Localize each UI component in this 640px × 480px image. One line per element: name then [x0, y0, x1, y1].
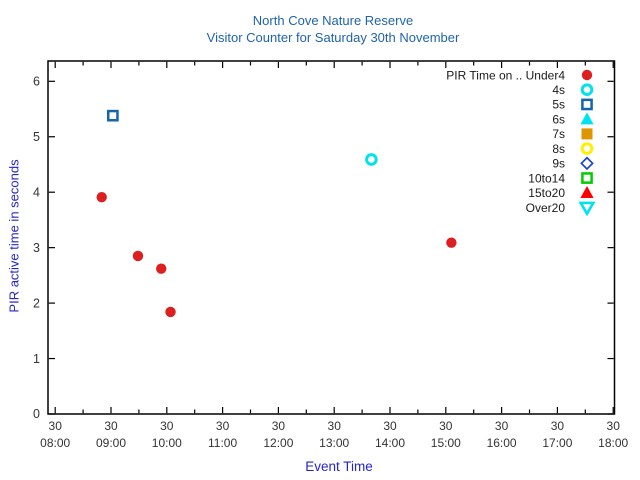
legend-label: 4s	[552, 83, 565, 97]
x-tick-label-day: 30	[383, 419, 397, 433]
y-tick-label: 1	[33, 352, 40, 366]
legend-label: 9s	[552, 157, 565, 171]
legend-label: 5s	[552, 98, 565, 112]
data-point-pir-time-on-under4	[156, 263, 167, 274]
y-tick-label: 0	[33, 407, 40, 421]
legend-marker-10to14	[581, 172, 593, 184]
x-tick-label-day: 30	[328, 419, 342, 433]
legend-marker-6s	[580, 112, 594, 125]
legend-marker-15to20	[580, 185, 594, 198]
legend-marker-5s	[581, 98, 593, 111]
data-point-pir-time-on-under4	[96, 191, 107, 203]
legend-label: Over20	[526, 201, 566, 215]
x-tick-label-time: 13:00	[319, 436, 349, 450]
x-tick-label-day: 30	[607, 419, 621, 433]
chart-subtitle: Visitor Counter for Saturday 30th Novemb…	[206, 30, 460, 45]
x-tick-label-day: 30	[49, 419, 63, 433]
x-tick-label-day: 30	[104, 419, 118, 433]
legend-label: 15to20	[528, 186, 565, 200]
legend-marker-over20	[578, 201, 596, 217]
x-tick-label-time: 08:00	[40, 436, 70, 450]
x-tick-label-time: 12:00	[263, 436, 293, 450]
y-tick-label: 4	[33, 185, 40, 199]
legend-marker-4s	[580, 83, 594, 97]
x-tick-label-day: 30	[551, 419, 565, 433]
x-tick-label-time: 09:00	[96, 436, 126, 450]
x-tick-label-day: 30	[216, 419, 230, 433]
legend-label: 10to14	[528, 171, 565, 185]
x-tick-label-time: 16:00	[487, 436, 517, 450]
x-tick-label-time: 14:00	[375, 436, 405, 450]
y-tick-label: 2	[33, 296, 40, 310]
legend-label: PIR Time on .. Under4	[446, 68, 565, 82]
legend-marker-9s	[580, 156, 594, 171]
data-point-pir-time-on-under4	[132, 250, 144, 262]
data-point-pir-time-on-under4	[165, 306, 176, 318]
data-point-pir-time-on-under4	[446, 237, 457, 248]
plot-border	[47, 60, 616, 415]
legend-label: 6s	[552, 112, 565, 126]
x-tick-label-time: 18:00	[598, 436, 628, 450]
x-axis-label: Event Time	[305, 459, 373, 474]
y-tick-label: 3	[33, 241, 40, 255]
data-point-4s	[365, 153, 378, 166]
x-tick-label-day: 30	[272, 419, 286, 433]
chart-title: North Cove Nature Reserve	[252, 13, 414, 28]
x-tick-label-time: 11:00	[208, 436, 237, 450]
legend-marker-7s	[581, 128, 593, 140]
legend-label: 7s	[552, 127, 565, 141]
legend-marker-pir-time-on-under4	[581, 69, 593, 81]
x-tick-label-day: 30	[439, 419, 453, 433]
x-tick-label-time: 17:00	[542, 436, 572, 450]
legend-label: 8s	[552, 142, 565, 156]
y-tick-label: 6	[33, 75, 40, 89]
x-tick-label-day: 30	[160, 419, 174, 433]
x-tick-label-time: 15:00	[431, 436, 461, 450]
x-tick-label-day: 30	[495, 419, 509, 433]
x-tick-label-time: 10:00	[152, 436, 182, 450]
data-point-5s	[107, 109, 119, 122]
y-tick-label: 5	[33, 130, 40, 144]
legend-marker-8s	[580, 142, 594, 155]
